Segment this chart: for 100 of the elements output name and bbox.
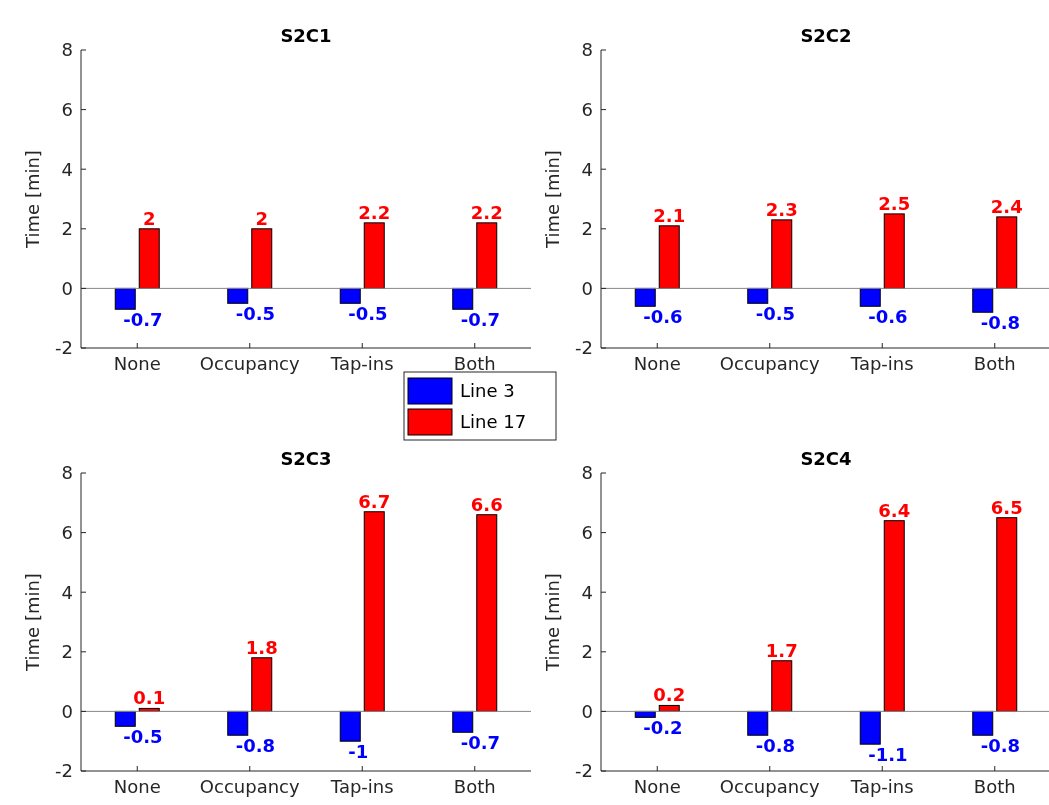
bar xyxy=(859,710,881,745)
y-tick-label: 2 xyxy=(581,218,593,240)
bar xyxy=(339,287,361,304)
chart-title: S2C4 xyxy=(800,448,852,469)
x-tick-label: None xyxy=(633,776,681,797)
y-tick-label: 8 xyxy=(581,462,593,484)
y-tick-label: -2 xyxy=(55,337,73,359)
chart-title: S2C3 xyxy=(280,448,332,469)
y-tick-label: -2 xyxy=(575,337,593,359)
bar xyxy=(634,287,656,307)
y-tick-label: 8 xyxy=(61,462,73,484)
bar xyxy=(883,213,905,289)
bar xyxy=(771,660,793,712)
data-label: 2 xyxy=(142,207,156,229)
data-label: -0.8 xyxy=(755,734,796,756)
y-tick-label: 2 xyxy=(581,641,593,663)
bar xyxy=(339,710,361,742)
data-label: -0.5 xyxy=(235,302,276,324)
bar xyxy=(363,222,385,289)
bar xyxy=(883,520,905,712)
x-tick-label: Tap-ins xyxy=(849,776,914,797)
y-tick-label: 4 xyxy=(61,581,73,603)
legend-label: Line 3 xyxy=(460,380,515,402)
y-tick-label: 0 xyxy=(581,277,593,299)
bar xyxy=(972,710,994,736)
x-tick-label: Both xyxy=(973,353,1016,374)
x-tick-label: Occupancy xyxy=(719,776,820,797)
chart-title: S2C1 xyxy=(280,25,332,46)
bar xyxy=(114,710,136,727)
data-label: -0.7 xyxy=(460,731,501,753)
bar xyxy=(476,514,498,712)
data-label: 6.7 xyxy=(358,490,391,512)
y-tick-label: 0 xyxy=(61,700,73,722)
data-label: 2.2 xyxy=(358,201,391,223)
x-tick-label: Occupancy xyxy=(719,353,820,374)
bar xyxy=(859,287,881,307)
y-tick-label: 8 xyxy=(581,39,593,61)
bar xyxy=(747,287,769,304)
x-tick-label: Both xyxy=(453,776,496,797)
y-tick-label: 0 xyxy=(61,277,73,299)
bar xyxy=(114,287,136,310)
y-axis-title: Time [min] xyxy=(542,573,563,672)
y-tick-label: 4 xyxy=(61,158,73,180)
x-tick-label: Both xyxy=(453,353,496,374)
data-label: -0.7 xyxy=(123,308,163,330)
data-label: -0.8 xyxy=(980,734,1021,756)
x-tick-label: None xyxy=(113,776,161,797)
y-tick-label: 6 xyxy=(61,98,73,120)
bar xyxy=(251,228,273,289)
bar xyxy=(363,511,385,712)
data-label: 1.7 xyxy=(765,639,798,661)
y-tick-label: 0 xyxy=(581,700,593,722)
y-tick-label: 2 xyxy=(61,641,73,663)
data-label: -0.2 xyxy=(643,716,683,738)
x-tick-label: Occupancy xyxy=(199,353,300,374)
data-label: 6.4 xyxy=(878,499,911,521)
data-label: 2 xyxy=(255,207,269,229)
x-tick-label: None xyxy=(113,353,161,374)
x-tick-label: None xyxy=(633,353,681,374)
bar xyxy=(996,216,1018,289)
x-tick-label: Occupancy xyxy=(199,776,300,797)
data-label: -0.6 xyxy=(868,305,908,327)
bar xyxy=(476,222,498,289)
data-label: -0.5 xyxy=(755,302,796,324)
data-label: 0.2 xyxy=(653,684,686,706)
data-label: -1 xyxy=(348,740,369,762)
x-tick-label: Tap-ins xyxy=(849,353,914,374)
data-label: 6.6 xyxy=(470,493,503,515)
data-label: 2.5 xyxy=(878,192,911,214)
data-label: -0.7 xyxy=(460,308,501,330)
bar xyxy=(771,219,793,289)
legend-label: Line 17 xyxy=(460,411,527,433)
data-label: 2.4 xyxy=(990,195,1023,217)
y-axis-title: Time [min] xyxy=(22,150,43,249)
data-label: 0.1 xyxy=(133,687,166,709)
bar xyxy=(658,225,680,289)
data-label: -0.6 xyxy=(643,305,683,327)
data-label: -1.1 xyxy=(868,743,908,765)
bar xyxy=(138,228,160,289)
x-tick-label: Tap-ins xyxy=(329,776,394,797)
bar xyxy=(452,287,474,310)
data-label: 2.1 xyxy=(653,204,686,226)
y-axis-title: Time [min] xyxy=(542,150,563,249)
data-label: 2.3 xyxy=(765,198,798,220)
bar xyxy=(747,710,769,736)
y-axis-title: Time [min] xyxy=(22,573,43,672)
data-label: -0.5 xyxy=(348,302,388,324)
bar xyxy=(251,657,273,712)
y-tick-label: 6 xyxy=(581,98,593,120)
y-tick-label: 4 xyxy=(581,581,593,603)
bar xyxy=(996,517,1018,712)
y-tick-label: 8 xyxy=(61,39,73,61)
y-tick-label: 6 xyxy=(581,521,593,543)
y-tick-label: 2 xyxy=(61,218,73,240)
data-label: 6.5 xyxy=(990,496,1023,518)
bar xyxy=(452,710,474,733)
data-label: -0.5 xyxy=(123,725,163,747)
bar xyxy=(227,710,249,736)
y-tick-label: 4 xyxy=(581,158,593,180)
data-label: 1.8 xyxy=(245,636,278,658)
